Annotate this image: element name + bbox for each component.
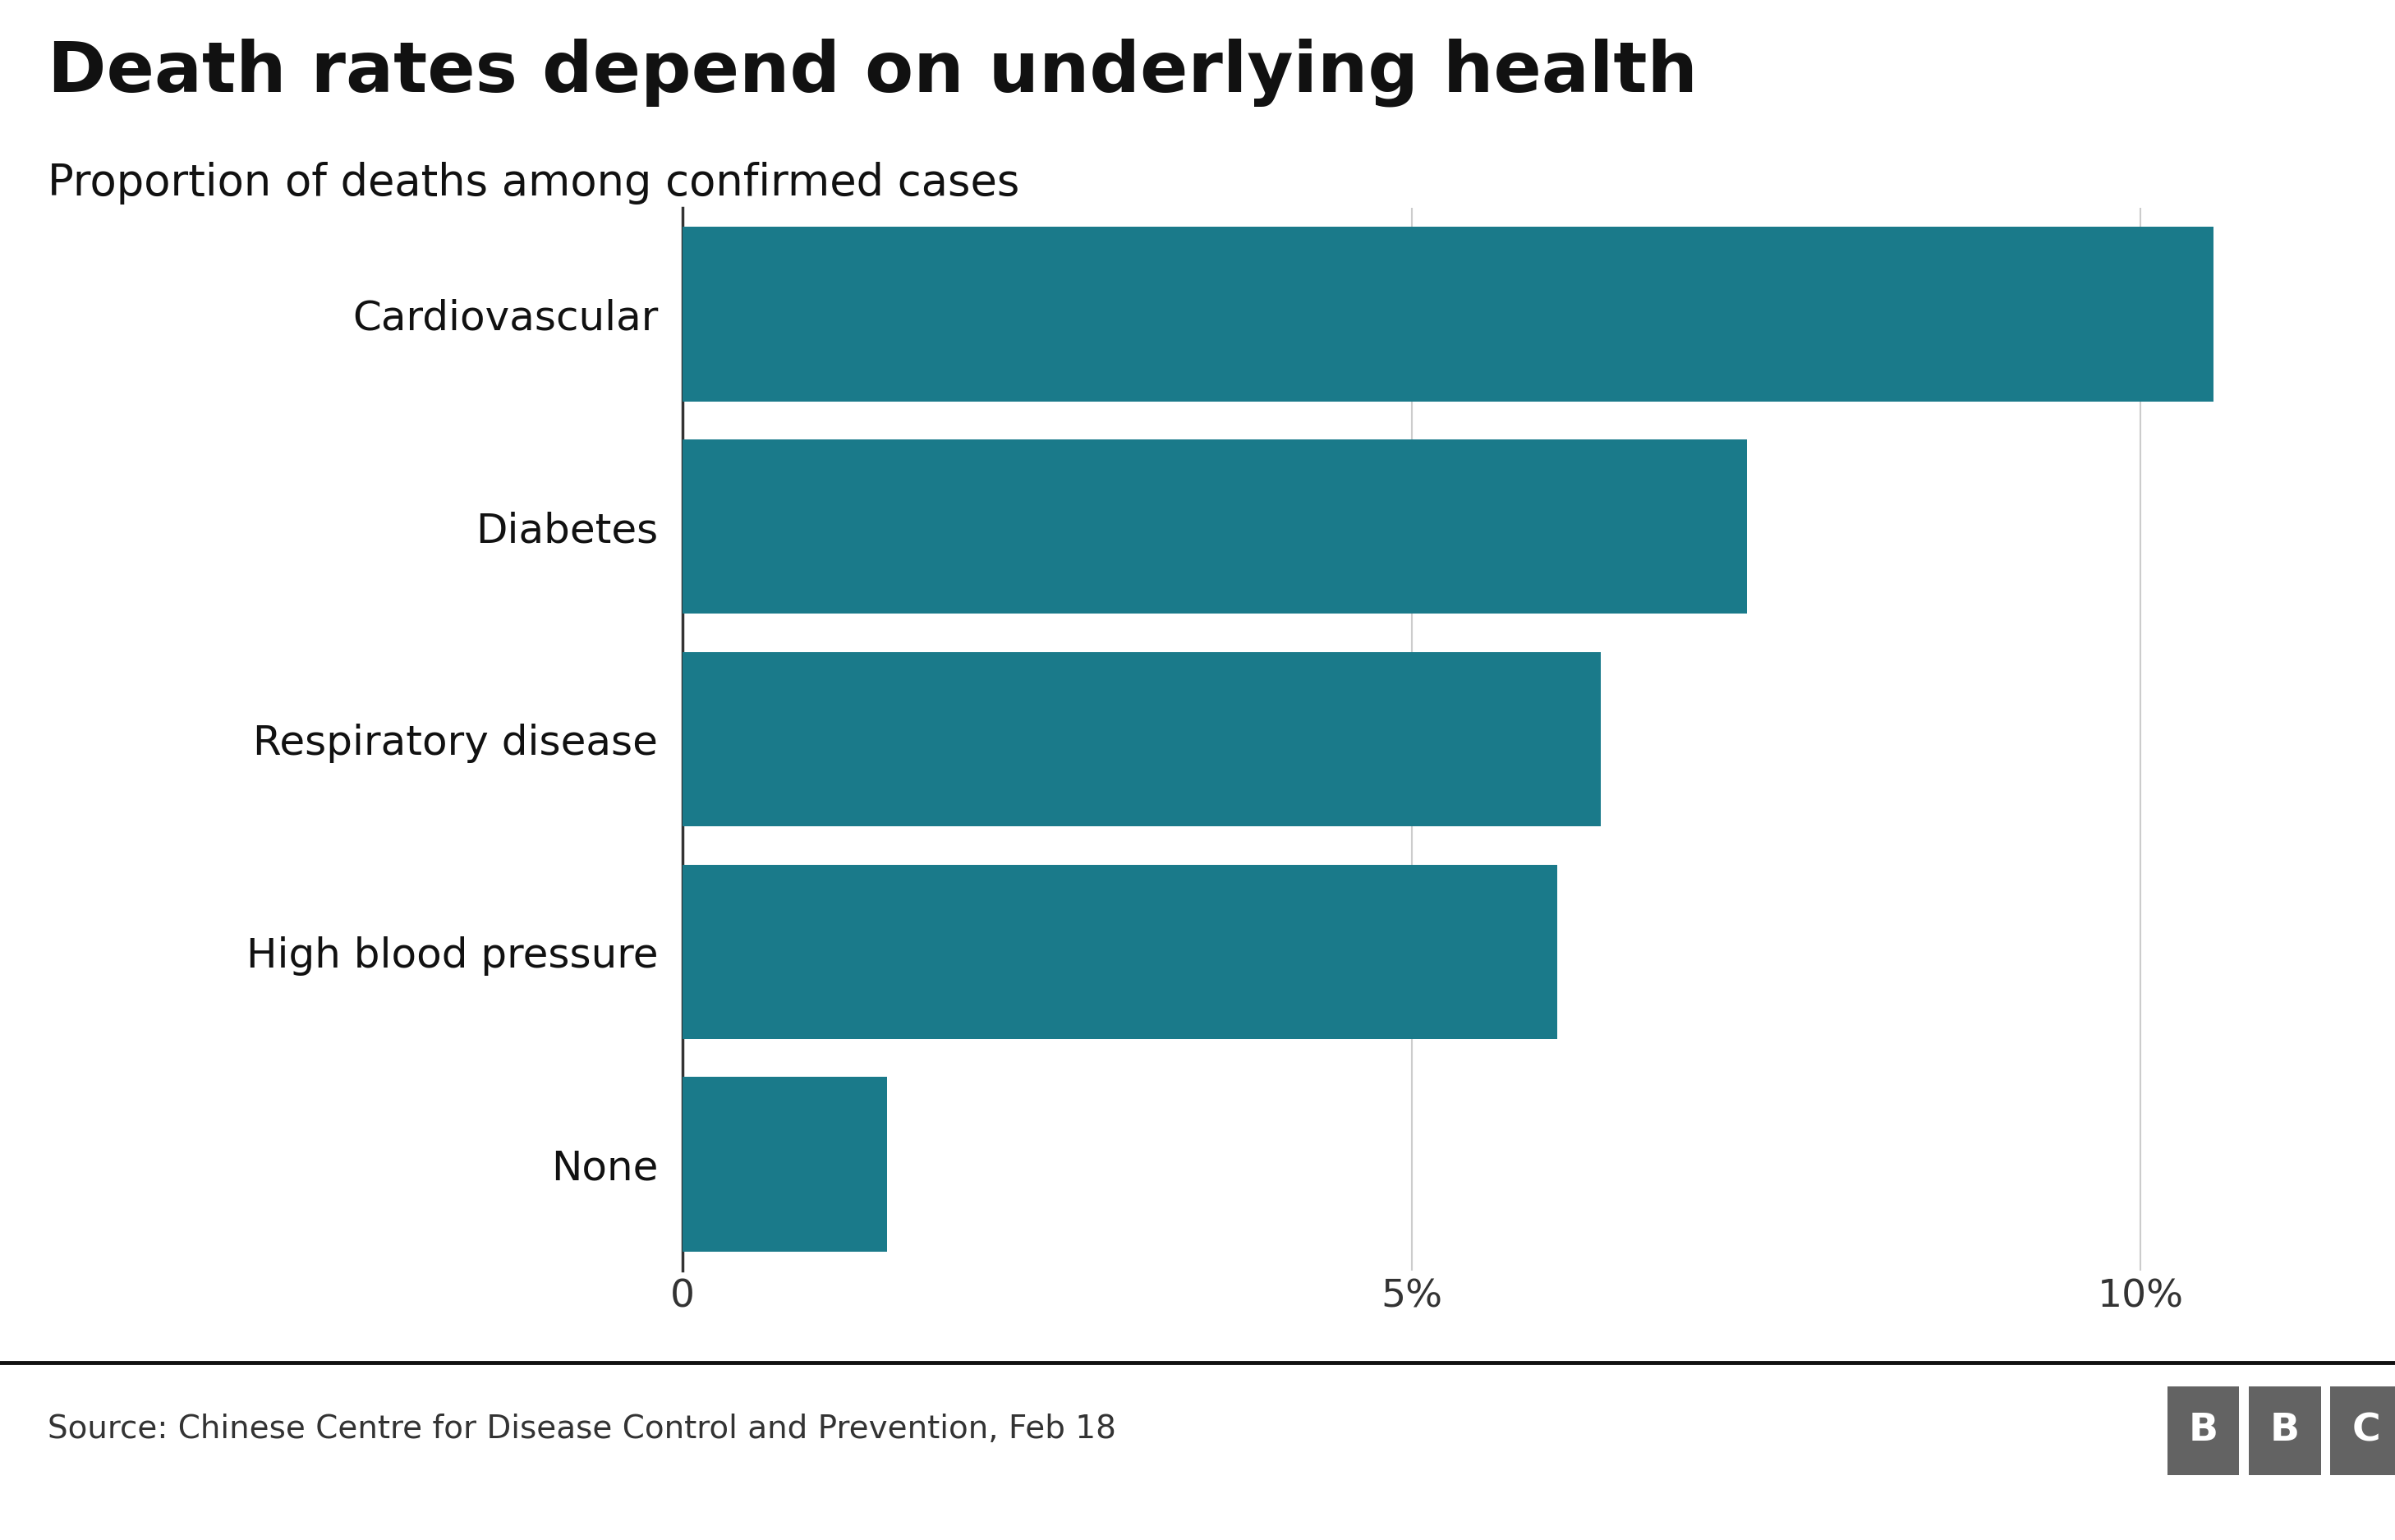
Text: C: C <box>2352 1412 2381 1449</box>
Text: Death rates depend on underlying health: Death rates depend on underlying health <box>48 38 1698 108</box>
Text: Proportion of deaths among confirmed cases: Proportion of deaths among confirmed cas… <box>48 162 1020 205</box>
Text: B: B <box>2270 1412 2299 1449</box>
Bar <box>683 439 1746 614</box>
Text: B: B <box>2189 1412 2218 1449</box>
Text: Source: Chinese Centre for Disease Control and Prevention, Feb 18: Source: Chinese Centre for Disease Contr… <box>48 1414 1116 1445</box>
Bar <box>683 864 1557 1040</box>
Bar <box>683 226 2213 402</box>
Bar <box>683 1076 886 1252</box>
Bar <box>683 651 1600 827</box>
